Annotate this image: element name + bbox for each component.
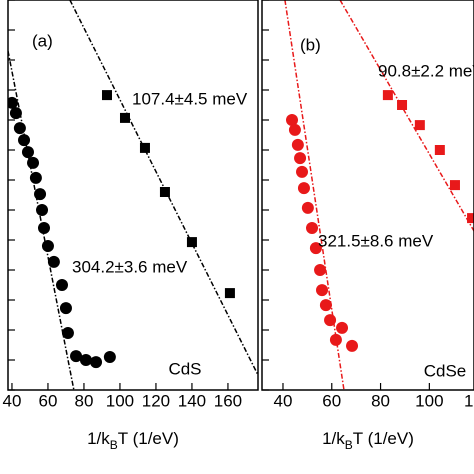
- data-point: [414, 120, 425, 131]
- plot-area: [8, 0, 258, 390]
- annotation: 90.8±2.2 meV: [378, 61, 474, 80]
- data-point: [13, 122, 26, 135]
- x-axis-label-sub: B: [345, 438, 353, 452]
- data-point: [61, 327, 74, 339]
- plot-area: [284, 0, 474, 390]
- annotation: 107.4±4.5 meV: [132, 89, 248, 108]
- x-tick-label: 40: [2, 391, 21, 410]
- data-point: [47, 255, 60, 268]
- data-point: [434, 145, 445, 155]
- data-point: [37, 222, 50, 234]
- panel-label: (a): [32, 31, 53, 50]
- data-point: [90, 356, 103, 369]
- data-point: [159, 187, 170, 197]
- x-tick-label: 120: [142, 391, 170, 410]
- data-point: [34, 188, 47, 201]
- data-point: [79, 354, 92, 366]
- x-tick-label: 60: [322, 391, 341, 410]
- data-point: [449, 180, 460, 191]
- panel-label: (b): [300, 35, 321, 54]
- data-point: [29, 171, 42, 184]
- x-tick-label: 80: [74, 391, 93, 410]
- annotation: 321.5±8.6 meV: [318, 231, 434, 250]
- data-point: [306, 222, 319, 234]
- axes-frame: [261, 0, 474, 391]
- x-tick-label: 100: [415, 391, 443, 410]
- data-point: [397, 100, 408, 110]
- data-point: [319, 299, 332, 312]
- data-point: [314, 264, 327, 276]
- data-point: [336, 321, 349, 334]
- data-point: [382, 90, 393, 101]
- data-point: [296, 165, 309, 178]
- x-tick-label: 140: [178, 391, 206, 410]
- x-axis-label-sub: B: [110, 438, 118, 452]
- x-tick-label: 40: [274, 391, 293, 410]
- annotation: 304.2±3.6 meV: [72, 257, 188, 276]
- x-axis-label-main: 1/k: [322, 429, 345, 448]
- data-point: [103, 351, 116, 363]
- fit-line: [69, 0, 258, 376]
- data-point: [346, 339, 359, 352]
- x-axis-label-main: 1/k: [87, 429, 110, 448]
- x-axis-label-tail: T (1/eV): [118, 429, 179, 448]
- x-axis-label-tail: T (1/eV): [353, 429, 414, 448]
- x-tick-label: 80: [371, 391, 390, 410]
- sample-label: CdSe: [424, 361, 467, 380]
- sample-label: CdS: [168, 359, 201, 378]
- x-tick-label: 120: [464, 391, 474, 410]
- data-point: [59, 302, 72, 315]
- x-axis-label: 1/kBT (1/eV): [322, 429, 414, 452]
- data-point: [21, 146, 34, 159]
- data-point: [309, 242, 322, 255]
- x-tick-label: 160: [214, 391, 242, 410]
- data-point: [101, 90, 112, 101]
- fit-line: [339, 0, 474, 232]
- data-point: [70, 350, 83, 363]
- data-point: [301, 201, 314, 214]
- data-point: [119, 112, 130, 123]
- data-point: [139, 142, 150, 153]
- data-point: [467, 213, 474, 224]
- data-point: [324, 314, 337, 327]
- axes-frame: [7, 0, 259, 391]
- x-axis-label: 1/kBT (1/eV): [87, 429, 179, 452]
- data-point: [186, 237, 197, 248]
- fit-line: [284, 0, 345, 390]
- data-point: [297, 182, 310, 195]
- data-point: [18, 134, 31, 147]
- data-point: [288, 123, 301, 136]
- x-tick-label: 60: [38, 391, 57, 410]
- data-point: [55, 279, 68, 291]
- data-point: [294, 152, 307, 165]
- fit-line: [8, 50, 75, 390]
- data-point: [8, 96, 18, 109]
- data-point: [291, 138, 304, 151]
- data-point: [286, 114, 299, 126]
- x-tick-label: 100: [106, 391, 134, 410]
- data-point: [316, 284, 329, 297]
- data-point: [224, 288, 235, 299]
- data-point: [41, 240, 54, 252]
